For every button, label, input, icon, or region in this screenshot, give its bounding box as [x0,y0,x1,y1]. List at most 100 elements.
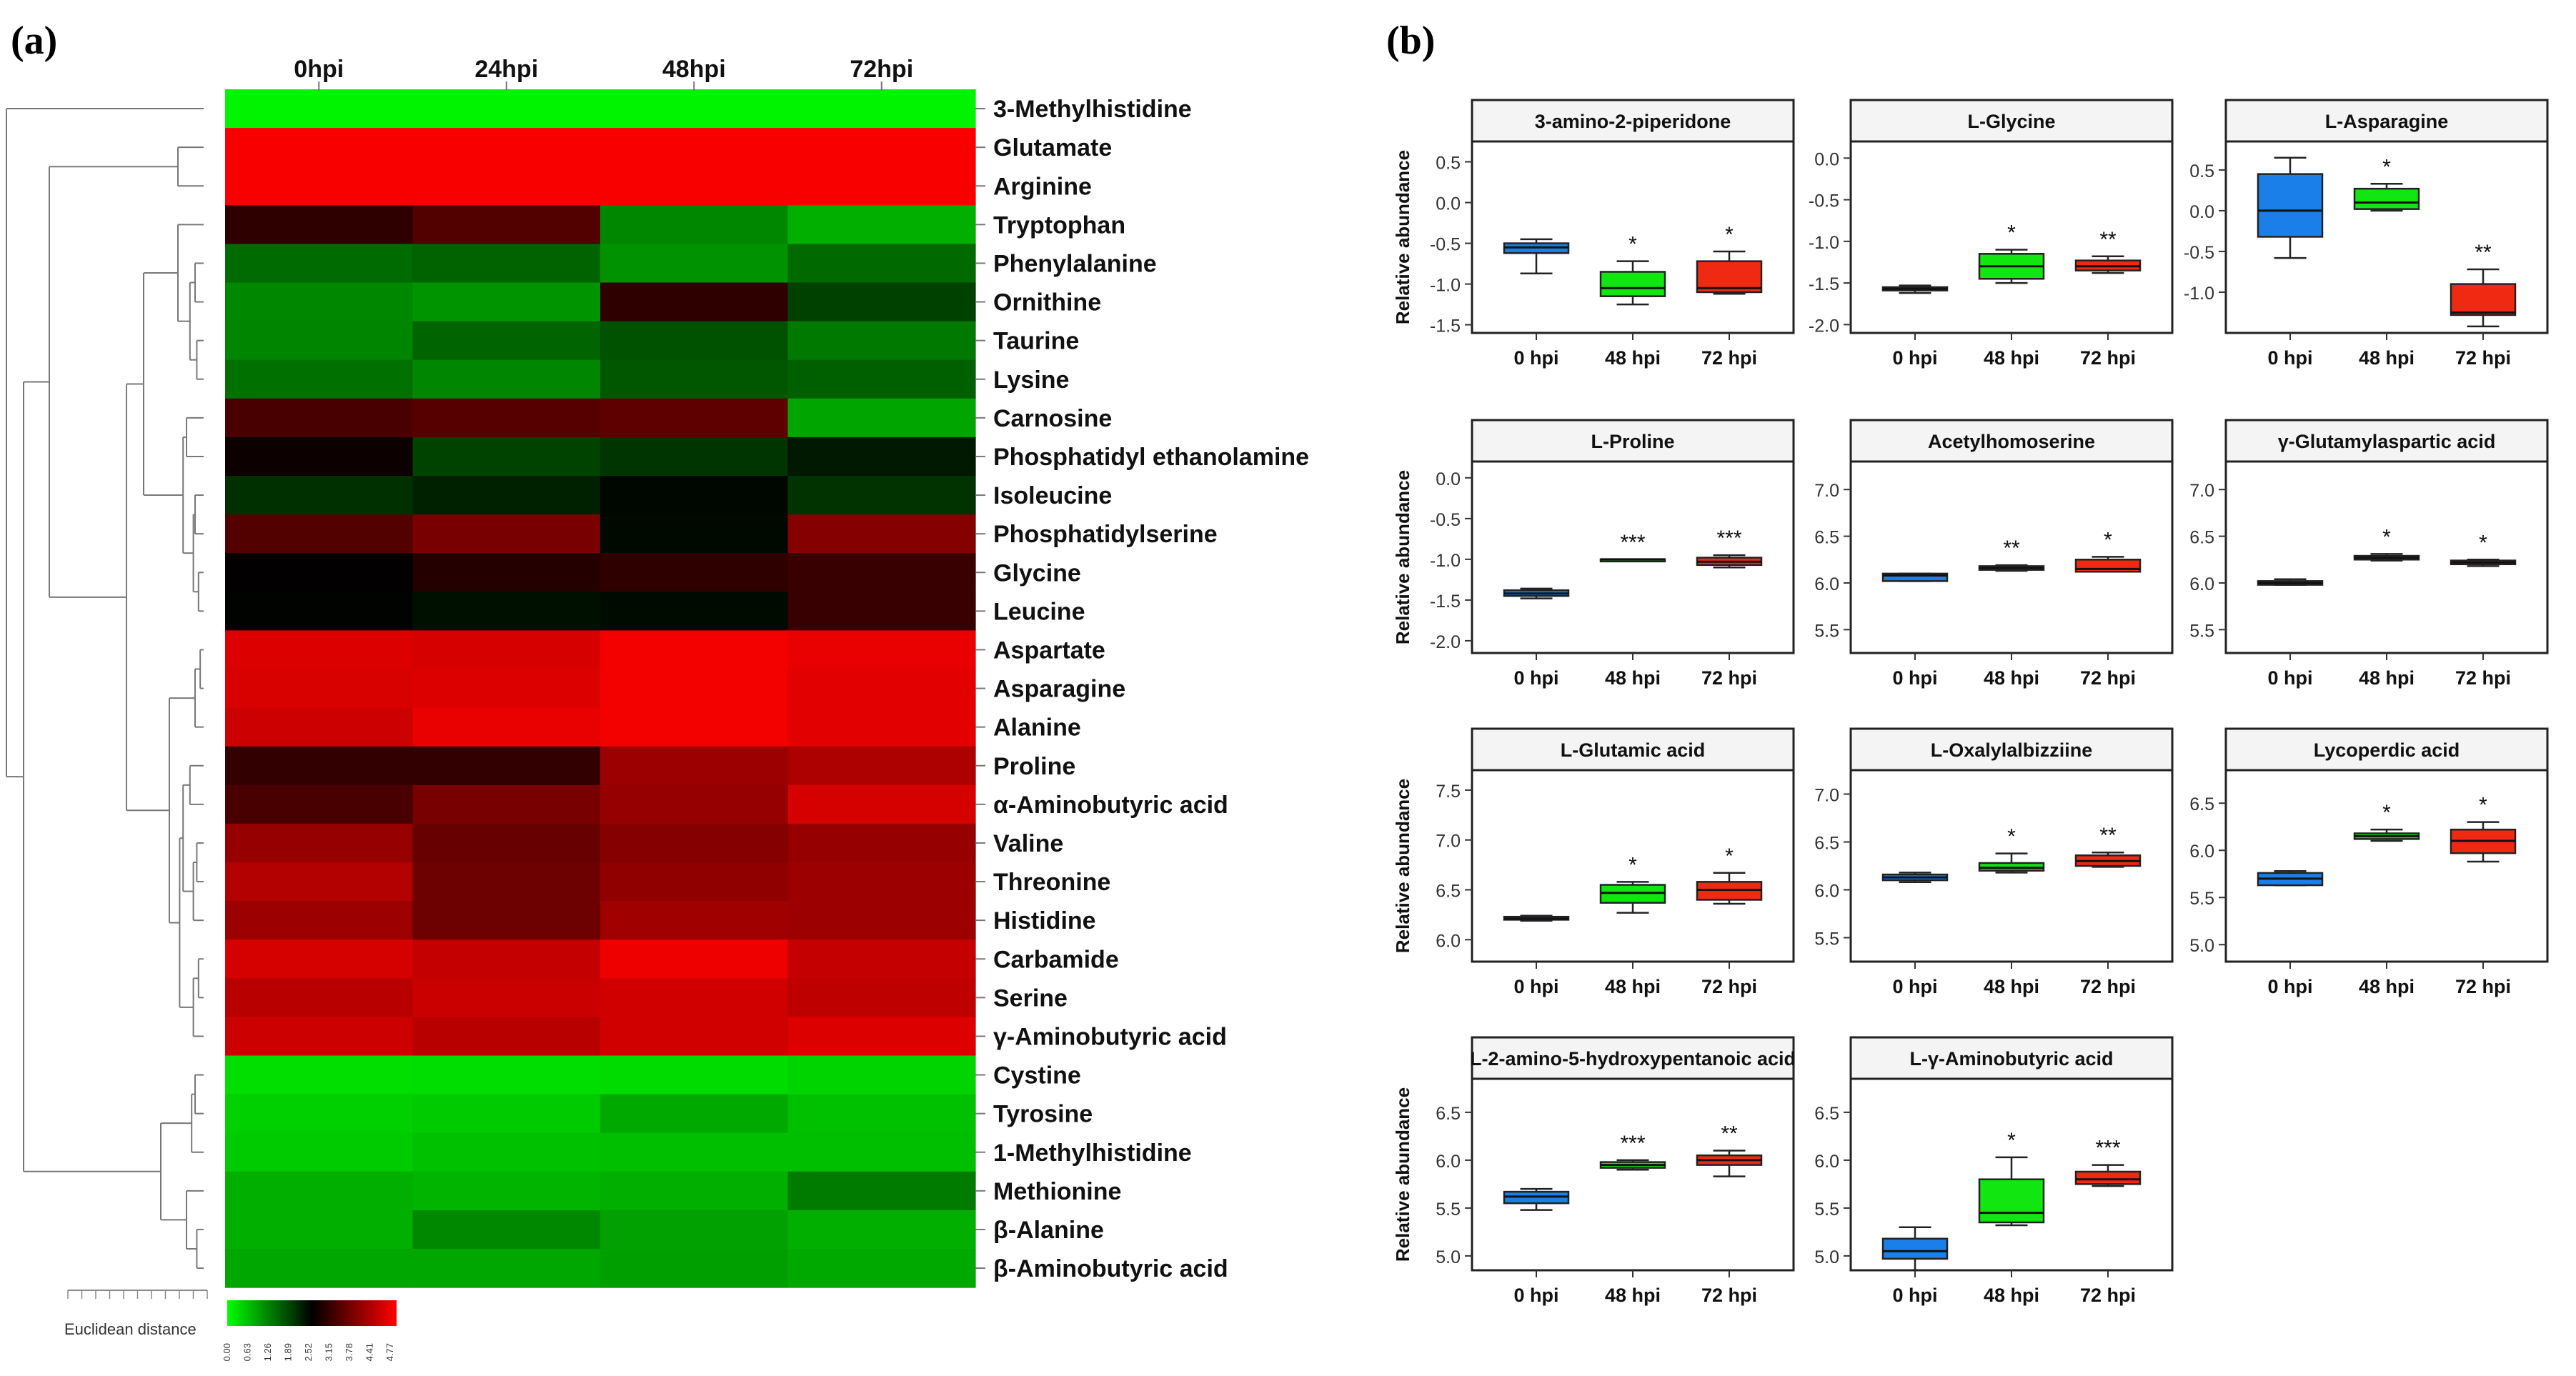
row-label: Phosphatidylserine [993,521,1218,548]
row-label: Carbamide [993,946,1119,973]
y-tick-label: 7.0 [1436,832,1461,852]
heatmap-cell-1-Methylhistidine-72hpi [787,1132,976,1172]
heatmap-cell-Threonine-48hpi [600,862,789,902]
significance-marker: * [1725,223,1734,246]
legend-tick-label: 0.63 [242,1343,253,1361]
heatmap-cell-Glutamate-72hpi [787,128,976,167]
heatmap-cell-Ornithine-48hpi [600,282,789,322]
legend-tick-label: 2.52 [303,1343,314,1361]
heatmap-cell-Glutamate-0hpi [225,128,414,167]
x-tick-label: 0 hpi [2267,667,2312,689]
y-tick-label: 5.5 [2189,889,2214,909]
y-tick-label: -0.5 [1809,191,1839,211]
heatmap-cell-Arginine-0hpi [225,166,414,206]
heatmap-cell-Leucine-0hpi [225,592,414,631]
box-72-hpi [2450,283,2517,316]
panel-a-label: (a) [11,19,57,63]
significance-marker: * [1725,844,1734,868]
heatmap-cell-α-Aminobutyric-acid-24hpi [412,784,601,824]
panel-b-boxplots: (b) 3-amino-2-piperidone 0.5 0.0 -0.5 -1.0 -1… [1386,19,2549,1306]
y-tick-label: 6.0 [1814,574,1839,594]
legend-tick-label: 1.26 [262,1343,273,1361]
x-tick-label: 72 hpi [2080,1285,2136,1306]
heatmap-cell-1-Methylhistidine-48hpi [600,1132,789,1172]
significance-marker: ** [2003,537,2020,560]
y-tick-label: -0.5 [1430,510,1461,530]
plot-title-strip [1849,1036,2174,1080]
heatmap-cell-Serine-48hpi [600,978,789,1017]
y-tick-label: 7.0 [1814,481,1839,501]
boxplot-γ-Glutamylaspartic-acid: γ-Glutamylaspartic acid 7.0 6.5 6.0 5.5 0 hpi… [2189,419,2549,689]
legend-tick-label: 3.78 [344,1343,354,1361]
panel-b-label: (b) [1386,19,1435,63]
box-48-hpi [2353,187,2420,210]
heatmap-cell-Leucine-72hpi [787,592,976,631]
heatmap-cell-Histidine-48hpi [600,901,789,940]
row-label: 1-Methylhistidine [993,1140,1192,1167]
box-48-hpi [1599,271,1666,297]
boxplot-L-Glycine: L-Glycine 0.0 -0.5 -1.0 -1.5 -2.0 0 hpi 48 hpi 7… [1809,99,2174,369]
significance-marker: * [2382,525,2391,549]
legend-tick-label: 4.77 [384,1343,395,1361]
row-label: Isoleucine [993,482,1112,509]
y-tick-label: -1.5 [1809,274,1839,294]
row-label: Aspartate [993,637,1105,664]
heatmap-cell-Proline-48hpi [600,746,789,786]
heatmap-cell-Carnosine-0hpi [225,398,414,438]
heatmap-cell-α-Aminobutyric-acid-72hpi [787,784,976,824]
heatmap-cell-3-Methylhistidine-48hpi [600,89,789,129]
y-tick-label: 7.0 [1814,786,1839,806]
x-tick-label: 0 hpi [1513,976,1558,997]
significance-marker: * [2479,531,2487,554]
y-tick-label: 0.0 [1814,149,1839,169]
euclidean-distance-scale: Euclidean distance [64,1290,208,1338]
heatmap-cell-Serine-0hpi [225,978,414,1017]
row-label: Methionine [993,1178,1121,1205]
y-tick-label: 6.5 [1814,1104,1839,1124]
significance-marker: * [1628,233,1637,256]
y-tick-label: 6.0 [1436,1152,1461,1172]
boxplot-Lycoperdic-acid: Lycoperdic acid 6.5 6.0 5.5 5.0 0 hpi 48 hpi 72… [2189,727,2549,997]
heatmap-cell-Phosphatidylserine-24hpi [412,514,601,554]
heatmap-cells [225,89,976,1288]
heatmap-cell-Lysine-72hpi [787,359,976,399]
y-tick-label: 5.5 [1814,1200,1839,1220]
row-label: β-Aminobutyric acid [993,1255,1228,1282]
plot-title: Acetylhomoserine [1928,431,2095,452]
row-label: Lysine [993,367,1069,394]
boxplot-L-Proline: L-Proline 0.0 -0.5 -1.0 -1.5 -2.0 0 hpi 48 hpi 7… [1392,419,1795,689]
heatmap-cell-Asparagine-72hpi [787,669,976,709]
boxplot-L-2-amino-5-hydroxypentanoic-acid: L-2-amino-5-hydroxypentanoic acid 6.5 6.0 5… [1392,1036,1796,1306]
heatmap-cell-Methionine-0hpi [225,1171,414,1211]
heatmap-cell-Taurine-24hpi [412,321,601,361]
boxplot-3-amino-2-piperidone: 3-amino-2-piperidone 0.5 0.0 -0.5 -1.0 -1.5 0 … [1392,99,1795,369]
y-axis-label: Relative abundance [1392,1087,1413,1262]
heatmap-cell-Glycine-0hpi [225,553,414,592]
row-label: Threonine [993,869,1110,896]
x-tick-label: 0 hpi [1892,667,1937,689]
legend-tick-label: 0.00 [222,1343,232,1361]
heatmap-cell-1-Methylhistidine-24hpi [412,1132,601,1172]
heatmap-cell-Phenylalanine-72hpi [787,244,976,284]
heatmap-cell-Threonine-72hpi [787,862,976,902]
row-label: γ-Aminobutyric acid [993,1023,1227,1050]
heatmap-cell-Lysine-0hpi [225,359,414,399]
heatmap-cell-Cystine-0hpi [225,1055,414,1095]
heatmap-cell-Lysine-48hpi [600,359,789,399]
heatmap-cell-Alanine-0hpi [225,707,414,747]
significance-marker: * [2007,221,2016,244]
plot-area [1849,140,2174,334]
row-label: Serine [993,984,1068,1012]
heatmap-cell-3-Methylhistidine-0hpi [225,89,414,129]
color-legend: 0.00 0.63 1.26 1.89 2.52 3.15 3.78 4.41 4.77 [222,1300,397,1361]
row-label: Proline [993,753,1075,780]
y-tick-label: 6.0 [1814,882,1839,902]
heatmap-cell-Carnosine-48hpi [600,398,789,438]
significance-marker: *** [1620,1132,1645,1155]
legend-tick-label: 1.89 [283,1343,294,1361]
row-label: Phenylalanine [993,250,1157,277]
y-tick-label: 0.0 [1436,194,1461,214]
x-tick-label: 48 hpi [1605,667,1661,689]
x-tick-label: 72 hpi [2455,667,2511,689]
row-label: Alanine [993,714,1081,742]
